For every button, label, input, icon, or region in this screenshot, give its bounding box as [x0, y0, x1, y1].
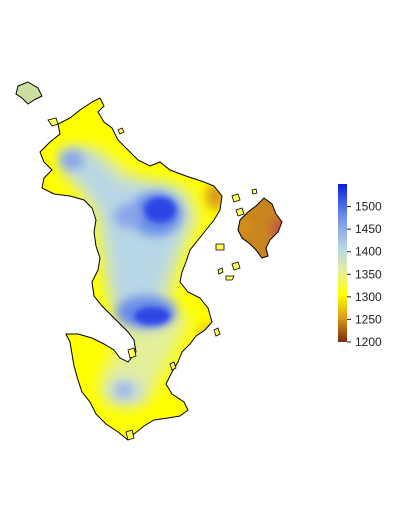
legend-color-bar: [338, 184, 347, 342]
legend-tick-label: 1250: [355, 312, 382, 326]
small-islets: [47, 117, 258, 441]
legend-ticks: 1500 1450 1400 1350 1300 1250 1200: [347, 200, 382, 349]
legend-tick-label: 1300: [355, 290, 382, 304]
legend-tick-label: 1200: [355, 335, 382, 349]
northwest-islet: [15, 81, 43, 105]
legend-tick-label: 1450: [355, 222, 382, 236]
color-legend: 1500 1450 1400 1350 1300 1250 1200: [338, 184, 382, 349]
east-island: [237, 197, 283, 259]
legend-tick-label: 1500: [355, 200, 382, 214]
legend-tick-label: 1400: [355, 245, 382, 259]
legend-tick-label: 1350: [355, 267, 382, 281]
